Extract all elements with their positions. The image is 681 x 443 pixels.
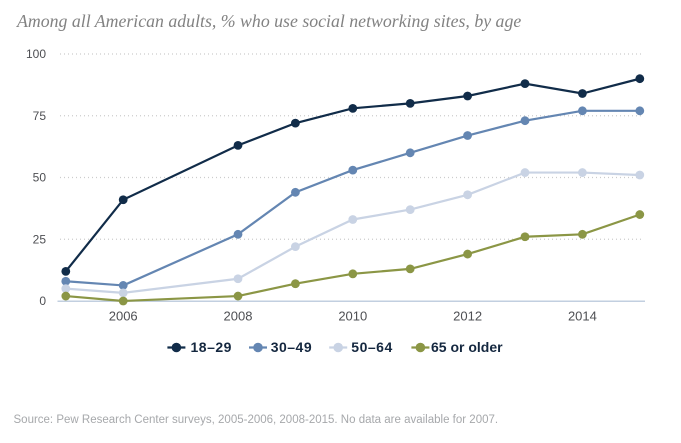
svg-text:0: 0 (39, 294, 46, 308)
svg-text:30–49: 30–49 (271, 339, 312, 355)
svg-text:25: 25 (33, 232, 47, 246)
svg-text:2008: 2008 (224, 309, 253, 324)
svg-text:2006: 2006 (109, 309, 138, 324)
svg-text:2012: 2012 (453, 309, 482, 324)
svg-text:2010: 2010 (338, 309, 367, 324)
svg-text:100: 100 (26, 47, 46, 61)
svg-text:2014: 2014 (568, 309, 597, 324)
svg-text:75: 75 (33, 109, 47, 123)
svg-text:65 or older: 65 or older (431, 339, 503, 355)
svg-text:50: 50 (33, 171, 47, 185)
svg-text:50–64: 50–64 (351, 339, 392, 355)
svg-text:18–29: 18–29 (191, 339, 232, 355)
